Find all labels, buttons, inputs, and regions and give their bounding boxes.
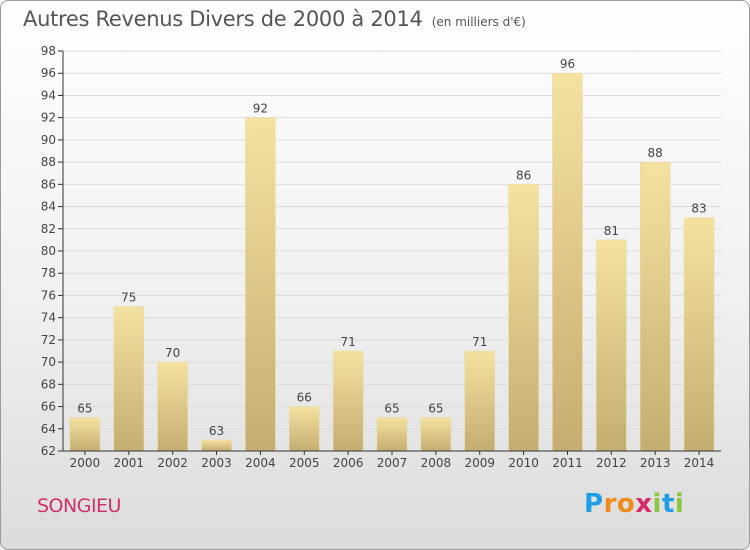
y-tick-label: 70	[41, 355, 56, 369]
y-tick-label: 98	[41, 44, 56, 58]
y-tick-label: 84	[41, 200, 56, 214]
value-label-2014: 83	[691, 202, 706, 216]
y-tick-label: 92	[41, 111, 56, 125]
y-tick-label: 66	[41, 400, 56, 414]
value-label-2006: 71	[340, 335, 355, 349]
logo-letter: x	[635, 489, 653, 519]
logo-letter: P	[584, 489, 604, 519]
bar-2007	[376, 417, 408, 452]
value-label-2005: 66	[297, 391, 312, 405]
logo-letter: t	[661, 489, 675, 519]
y-tick-label: 94	[41, 88, 56, 102]
x-tick-label-2010: 2010	[508, 456, 539, 470]
proxiti-logo: Proxiti	[584, 489, 684, 519]
bar-2004	[245, 117, 276, 452]
y-tick-label: 78	[41, 266, 56, 280]
bar-2009	[464, 350, 495, 452]
bar-2000	[69, 417, 101, 452]
x-tick-label-2001: 2001	[114, 456, 145, 470]
x-tick-label-2011: 2011	[552, 456, 583, 470]
value-label-2002: 70	[165, 346, 180, 360]
y-tick-label: 76	[41, 288, 56, 302]
commune-name: SONGIEU	[37, 495, 121, 517]
y-tick-label: 72	[41, 333, 56, 347]
bar-2001	[113, 306, 145, 452]
bar-2014	[683, 217, 715, 452]
chart-subtitle: (en milliers d'€)	[431, 15, 526, 29]
value-label-2009: 71	[472, 335, 487, 349]
value-label-2007: 65	[384, 402, 399, 416]
y-tick-label: 86	[41, 177, 56, 191]
x-tick-label-2007: 2007	[377, 456, 408, 470]
x-tick-label-2000: 2000	[70, 456, 101, 470]
x-tick-label-2005: 2005	[289, 456, 320, 470]
logo-letter: i	[652, 489, 662, 519]
bar-2005	[289, 406, 320, 452]
y-tick-label: 90	[41, 133, 56, 147]
y-tick-label: 68	[41, 377, 56, 391]
bar-2013	[639, 161, 671, 452]
bar-2012	[596, 239, 627, 452]
value-label-2013: 88	[648, 146, 663, 160]
value-label-2000: 65	[77, 402, 92, 416]
x-tick-label-2003: 2003	[201, 456, 232, 470]
bar-2010	[508, 184, 539, 452]
value-label-2012: 81	[604, 224, 619, 238]
x-tick-label-2008: 2008	[421, 456, 452, 470]
axes: 62 64 66 68 70 72 74 76 78 80 82 84 86 88 90 92 94 96 98 20…	[41, 44, 721, 470]
y-tick-label: 74	[41, 311, 56, 325]
logo-letter: i	[674, 489, 685, 519]
title-row: Autres Revenus Divers de 2000 à 2014 (en…	[23, 7, 526, 31]
value-label-2001: 75	[121, 291, 136, 305]
logo-letter: o	[616, 489, 636, 519]
logo-letter: r	[603, 489, 617, 519]
labels: 65 75 70 63 92 66 71 65 65 71 86 96 81 88 83	[77, 57, 706, 438]
bar-2011	[552, 72, 583, 452]
value-label-2004: 92	[253, 102, 268, 116]
x-tick-label-2013: 2013	[640, 456, 671, 470]
y-tick-label: 80	[41, 244, 56, 258]
x-tick-label-2002: 2002	[157, 456, 188, 470]
chart-title: Autres Revenus Divers de 2000 à 2014	[23, 7, 423, 31]
x-tick-label-2006: 2006	[333, 456, 364, 470]
y-tick-label: 82	[41, 222, 56, 236]
value-label-2010: 86	[516, 168, 531, 182]
y-tick-label: 96	[41, 66, 56, 80]
bar-2008	[420, 417, 452, 452]
bar-2006	[332, 350, 364, 452]
x-tick-label-2009: 2009	[464, 456, 495, 470]
x-tick-label-2014: 2014	[684, 456, 715, 470]
y-tick-label: 62	[41, 444, 56, 458]
bar-2002	[157, 361, 188, 452]
value-label-2011: 96	[560, 57, 575, 71]
x-tick-label-2012: 2012	[596, 456, 627, 470]
value-label-2003: 63	[209, 424, 224, 438]
bars	[69, 72, 715, 452]
x-tick-label-2004: 2004	[245, 456, 276, 470]
bar-2003	[201, 439, 232, 452]
y-tick-label: 88	[41, 155, 56, 169]
value-label-2008: 65	[428, 402, 443, 416]
y-tick-label: 64	[41, 422, 56, 436]
